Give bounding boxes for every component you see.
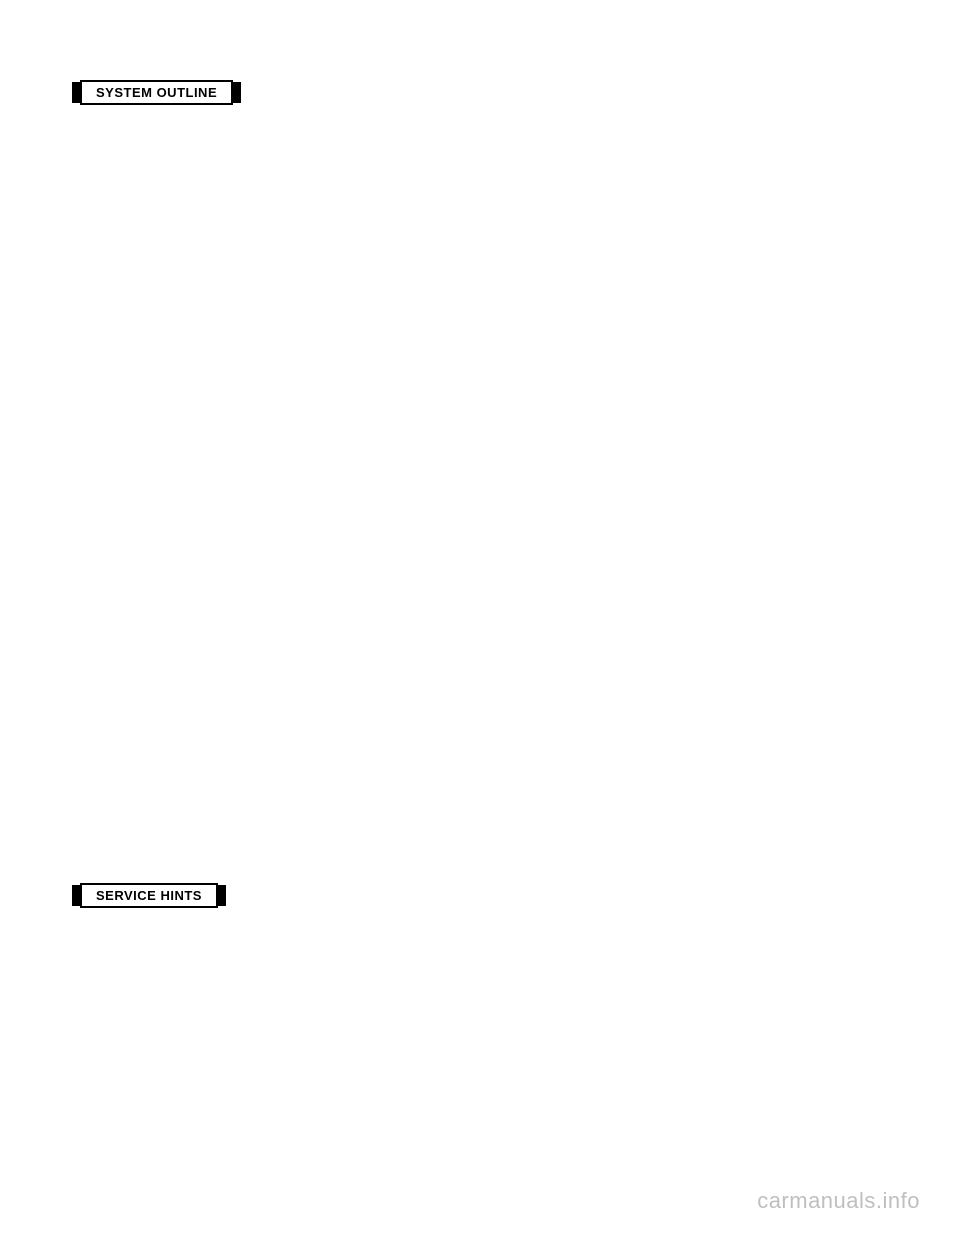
section-header-service-hints: SERVICE HINTS [80, 883, 218, 908]
section-header-system-outline: SYSTEM OUTLINE [80, 80, 233, 105]
service-hints-section: SERVICE HINTS [80, 883, 880, 926]
system-outline-content [80, 123, 880, 843]
watermark-text: carmanuals.info [757, 1188, 920, 1214]
document-page: SYSTEM OUTLINE SERVICE HINTS carmanuals.… [0, 0, 960, 1242]
